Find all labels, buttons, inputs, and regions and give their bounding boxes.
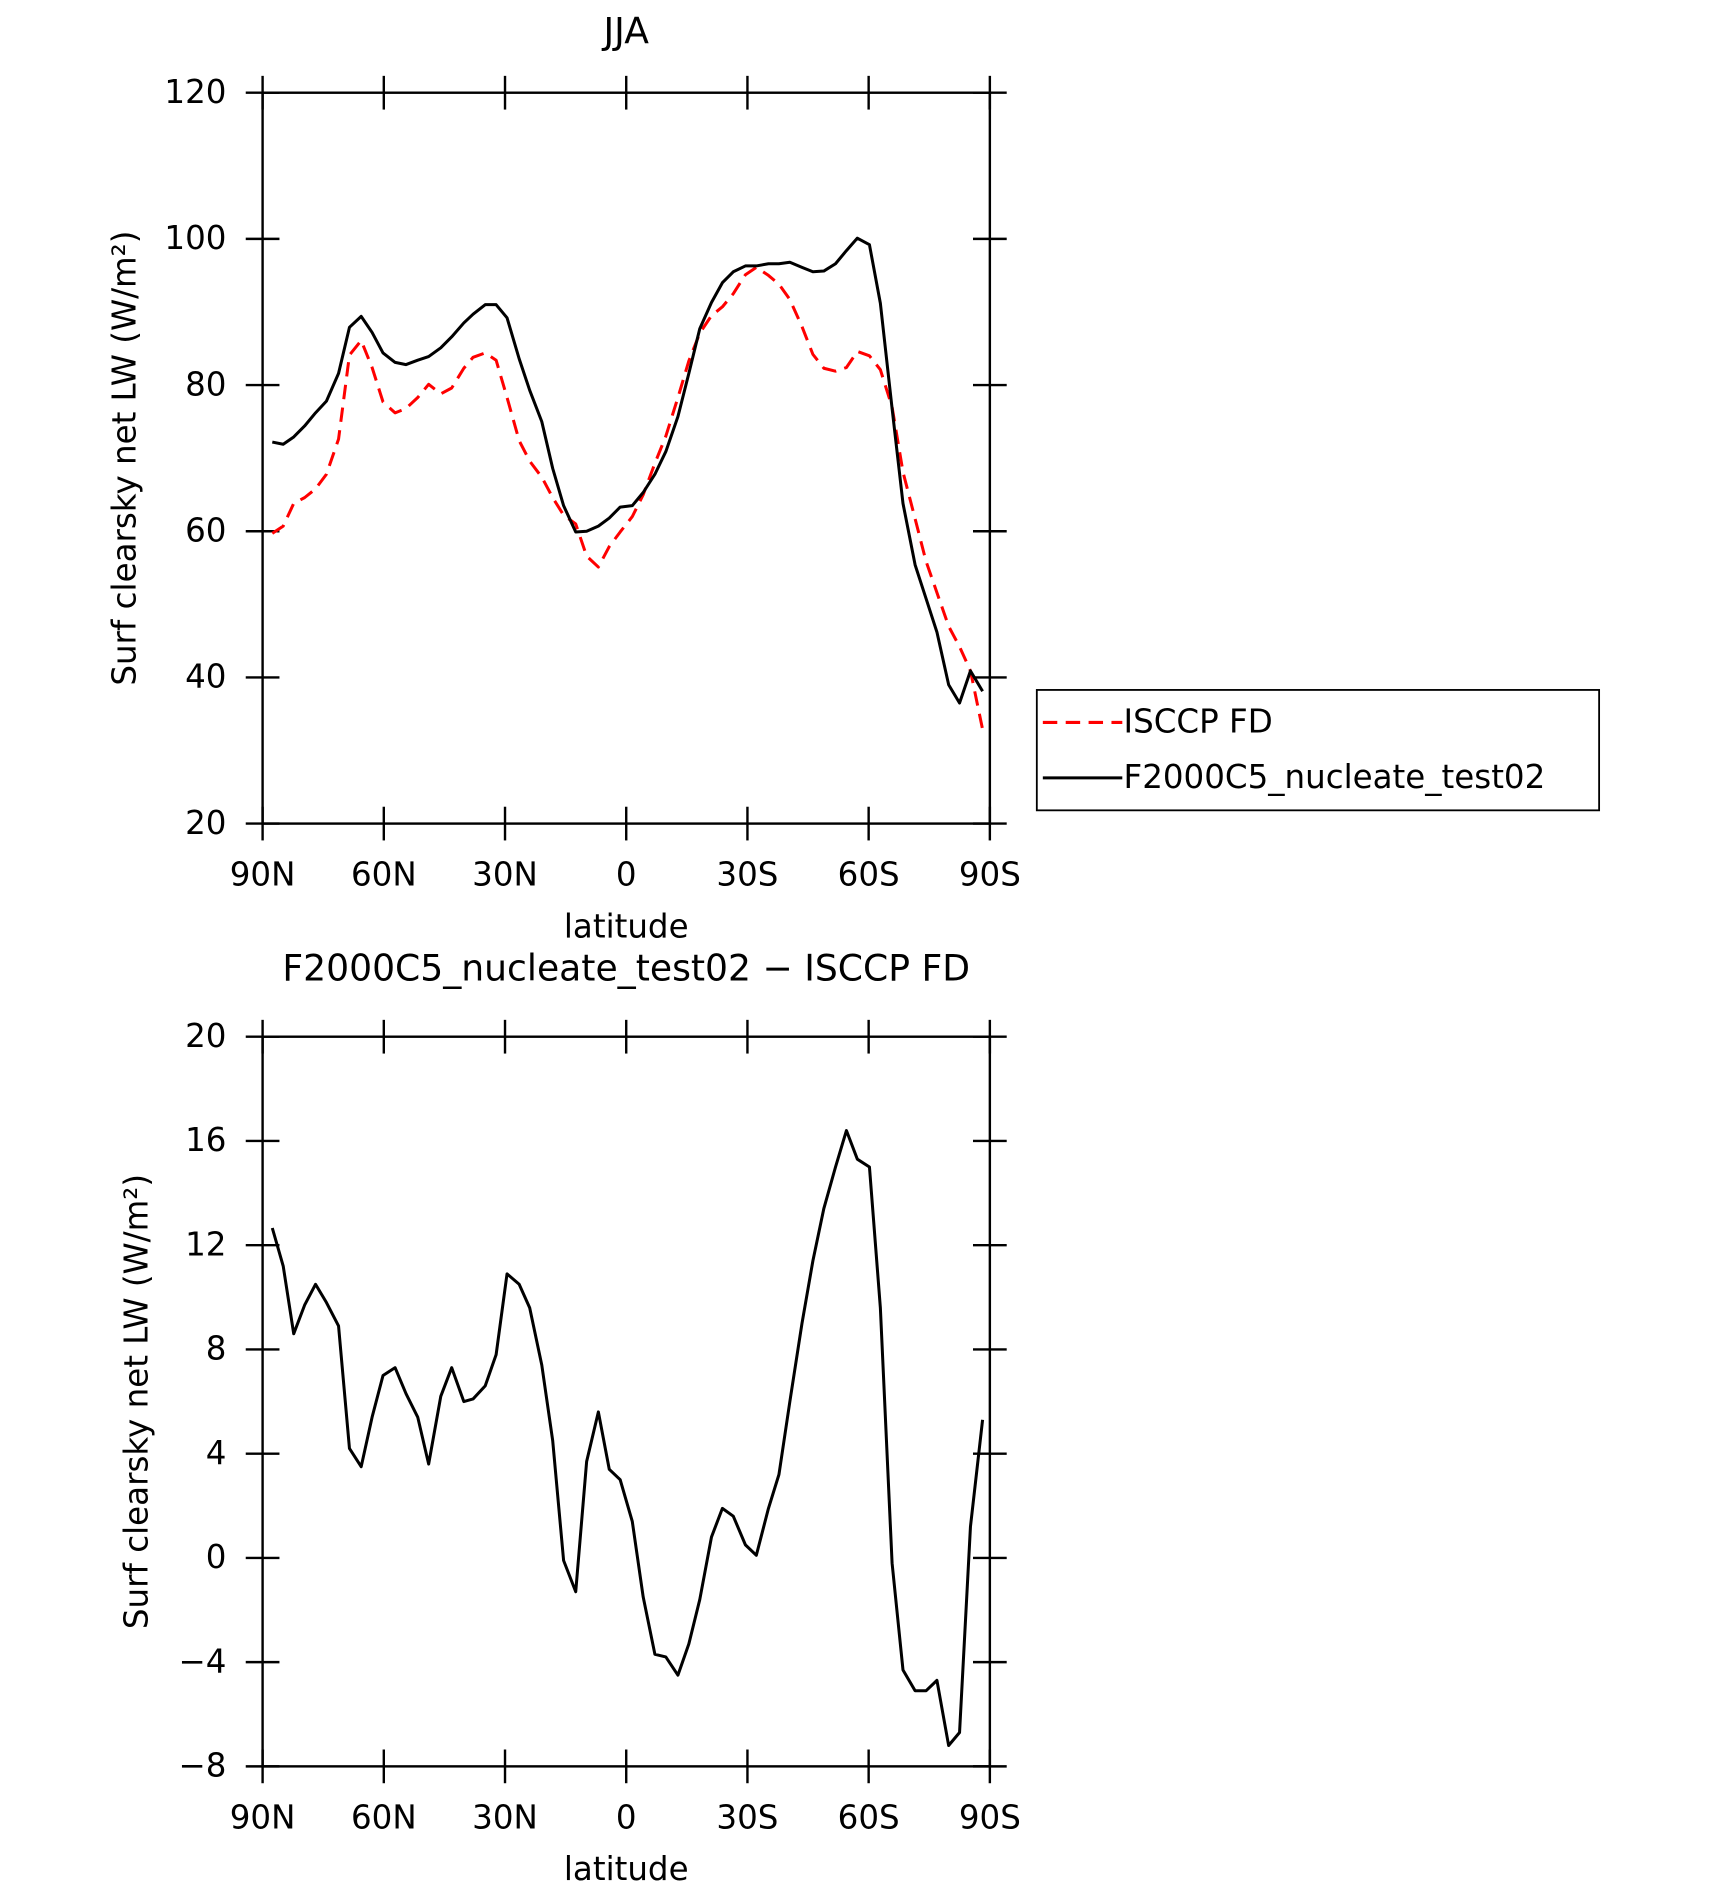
y-tick-label: 40 [185, 658, 226, 696]
x-tick-label: 90S [959, 1798, 1021, 1836]
series-line [270, 1129, 985, 1748]
y-tick-label: 0 [206, 1538, 227, 1576]
chart-title: F2000C5_nucleate_test02 − ISCCP FD [282, 946, 970, 989]
chart-title: JJA [602, 10, 650, 53]
x-tick-label: 90N [230, 1798, 296, 1836]
series-line [271, 265, 985, 730]
y-tick-label: 100 [164, 219, 226, 257]
y-tick-label: 120 [164, 73, 226, 111]
x-tick-label: 90N [230, 856, 296, 894]
x-axis-label: latitude [564, 1850, 689, 1888]
x-axis-label: latitude [564, 907, 689, 945]
x-tick-label: 60N [351, 856, 417, 894]
x-tick-label: 0 [616, 1798, 637, 1836]
y-axis-label: Surf clearsky net LW (W/m²) [106, 231, 144, 686]
y-tick-label: 16 [185, 1121, 226, 1159]
x-tick-label: 30S [716, 1798, 778, 1836]
series-line [271, 236, 984, 705]
y-tick-label: 12 [185, 1225, 226, 1263]
x-tick-label: 60S [838, 856, 900, 894]
y-tick-label: 20 [185, 1017, 226, 1055]
x-tick-label: 30N [472, 856, 538, 894]
x-tick-label: 30N [472, 1798, 538, 1836]
x-tick-label: 90S [959, 856, 1021, 894]
y-tick-label: −8 [179, 1747, 227, 1785]
y-tick-label: 60 [185, 511, 226, 549]
y-tick-label: 8 [206, 1330, 227, 1368]
plot-frame [261, 91, 992, 825]
x-tick-label: 60S [838, 1798, 900, 1836]
y-axis-label: Surf clearsky net LW (W/m²) [118, 1174, 156, 1629]
y-tick-label: 20 [185, 804, 226, 842]
x-tick-label: 60N [351, 1798, 417, 1836]
y-tick-label: −4 [179, 1642, 227, 1680]
legend: ISCCP FD F2000C5_nucleate_test02 [1035, 689, 1601, 812]
legend-box [1035, 689, 1601, 812]
plot-frame [261, 1035, 992, 1768]
y-tick-label: 80 [185, 365, 226, 403]
x-tick-label: 0 [616, 856, 637, 894]
legend-label: ISCCP FD [1124, 703, 1273, 741]
legend-label: F2000C5_nucleate_test02 [1124, 758, 1546, 796]
x-tick-label: 30S [716, 856, 778, 894]
y-tick-label: 4 [206, 1434, 227, 1472]
